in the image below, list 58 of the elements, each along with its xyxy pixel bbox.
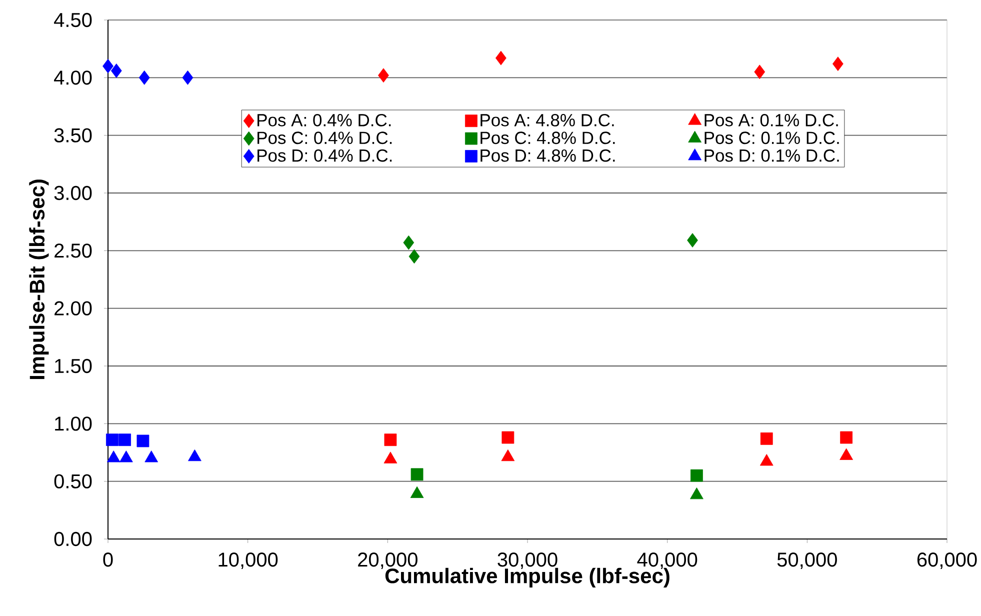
legend-label: Pos A: 0.1% D.C.: [704, 114, 838, 126]
legend-label: Pos C: 0.1% D.C.: [704, 132, 839, 144]
x-tick-label: 60,000: [917, 552, 977, 570]
x-tick-label: 50,000: [777, 552, 837, 570]
x-axis-title: Cumulative Impulse (lbf-sec): [385, 568, 670, 588]
y-tick-label: 0.50: [54, 474, 92, 488]
legend-label: Pos D: 4.8% D.C.: [480, 149, 615, 162]
y-tick-label: 4.50: [54, 12, 92, 28]
point: [138, 70, 150, 85]
y-tick-label: 2.00: [54, 301, 92, 316]
point: [378, 68, 389, 83]
y-tick-label: 3.00: [54, 186, 92, 200]
point: [384, 452, 398, 464]
y-tick-label: 2.50: [54, 244, 92, 258]
y-tick-label: 4.00: [54, 70, 92, 85]
x-tick-label: 40,000: [637, 552, 698, 570]
point: [840, 448, 854, 460]
point: [119, 450, 133, 462]
legend-label: Pos D: 0.4% D.C.: [258, 149, 392, 162]
y-axis-title: Impulse-Bit (lbf-sec): [29, 180, 49, 380]
point: [840, 431, 853, 444]
point: [384, 434, 397, 446]
y-tick-label: 1.50: [55, 358, 92, 374]
x-tick-label: 0: [103, 552, 113, 567]
legend-label: Pos A: 4.8% D.C.: [480, 114, 614, 126]
legend-label: Pos D: 0.1% D.C.: [704, 149, 839, 162]
y-tick-label: 1.00: [55, 416, 92, 431]
point: [495, 50, 506, 66]
point: [118, 434, 131, 446]
point: [188, 449, 202, 462]
point: [760, 432, 773, 445]
x-tick-label: 30,000: [498, 552, 558, 570]
point: [687, 233, 698, 248]
point: [754, 64, 766, 80]
x-tick-label: 10,000: [218, 552, 278, 570]
legend-label: Pos C: 4.8% D.C.: [480, 132, 615, 144]
point: [832, 56, 844, 72]
x-tick-label: 20,000: [358, 552, 418, 570]
legend-label: Pos A: 0.4% D.C.: [258, 114, 391, 126]
point: [410, 468, 424, 481]
point: [110, 64, 122, 78]
y-tick-label: 0.00: [54, 532, 92, 546]
point: [182, 70, 194, 85]
point: [501, 449, 515, 462]
point: [760, 454, 774, 466]
point: [408, 249, 420, 264]
point: [403, 235, 414, 250]
point: [102, 58, 114, 74]
point: [690, 469, 703, 482]
y-tick-label: 3.50: [54, 128, 92, 142]
point: [690, 487, 704, 500]
point: [106, 450, 120, 462]
point: [502, 431, 514, 444]
point: [410, 486, 424, 498]
point: [106, 434, 118, 446]
point: [136, 434, 150, 448]
legend-label: Pos C: 0.4% D.C.: [258, 132, 392, 144]
point: [144, 450, 158, 462]
